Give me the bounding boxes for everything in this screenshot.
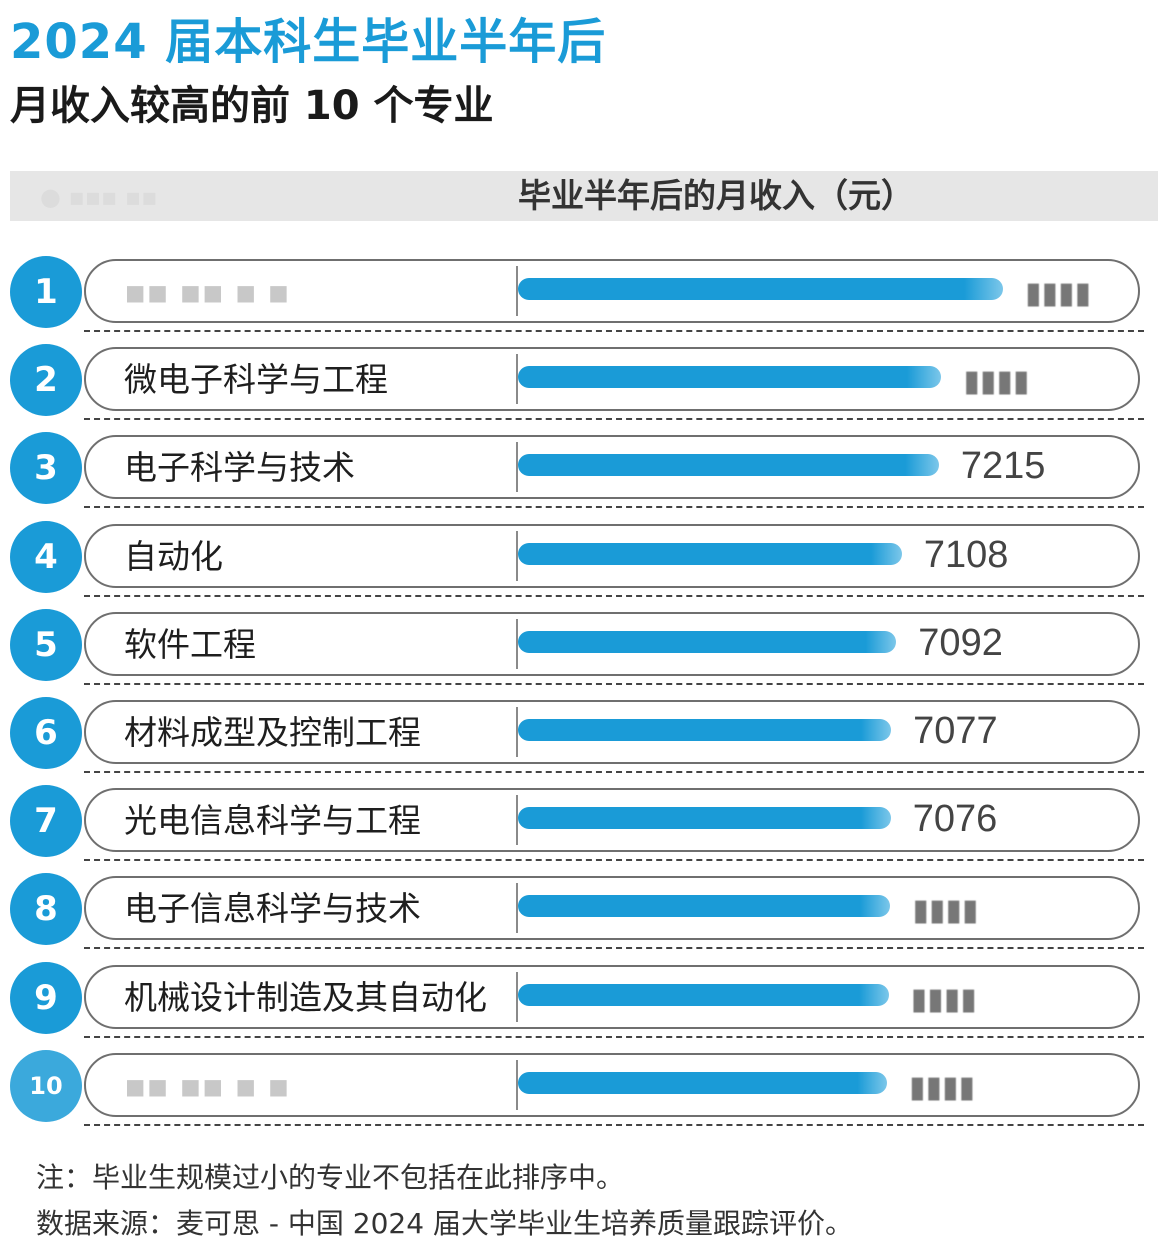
row-dashed-separator	[84, 418, 1144, 421]
bar-value-label: 7215	[960, 445, 1046, 488]
bar	[518, 454, 939, 477]
bar	[518, 542, 902, 565]
row-dashed-separator	[84, 947, 1144, 950]
bar-category-label: 微电子科学与工程	[124, 360, 388, 400]
bar-row-1: 1 ▪▪ ▪▪ ▪ ▪ ▮▮▮▮	[0, 252, 1170, 340]
bar-category-label: 自动化	[124, 536, 223, 576]
bar-row-7: 7 光电信息科学与工程 7076	[0, 781, 1170, 869]
bar	[518, 278, 1003, 300]
bar-axis-line	[516, 883, 518, 934]
row-dashed-separator	[84, 1123, 1144, 1126]
bar-row-3: 3 电子科学与技术 7215	[0, 428, 1170, 516]
row-dashed-separator	[84, 1035, 1144, 1038]
bar-row-6: 6 材料成型及控制工程 7077	[0, 693, 1170, 781]
bar-row-8: 8 电子信息科学与技术 ▮▮▮▮	[0, 869, 1170, 957]
rank-badge: 9	[10, 961, 82, 1034]
bar-category-label: 电子科学与技术	[124, 448, 355, 488]
bar-axis-line	[516, 707, 518, 757]
rank-badge: 5	[10, 608, 82, 681]
rank-badge: 4	[10, 520, 82, 593]
chart-subtitle: 月收入较高的前 10 个专业	[10, 83, 494, 129]
bar-value-label: 7076	[912, 798, 998, 841]
bar-axis-line	[516, 530, 518, 581]
chart-title: 2024 届本科生毕业半年后	[10, 14, 607, 70]
bar	[518, 983, 889, 1006]
footnote: 注：毕业生规模过小的专业不包括在此排序中。	[36, 1161, 625, 1194]
row-dashed-separator	[84, 682, 1144, 685]
rank-badge: 1	[10, 256, 82, 328]
bar	[518, 719, 892, 741]
rank-badge: 8	[10, 873, 82, 946]
column-header-bar: ● ▪▪▪ ▪▪ 毕业半年后的月收入（元）	[10, 171, 1158, 221]
bar-value-label: ▮▮▮▮	[1025, 277, 1092, 310]
row-dashed-separator	[84, 594, 1144, 597]
bar-axis-line	[516, 971, 518, 1022]
bar-value-label: 7092	[918, 621, 1003, 664]
bar-value-label: 7108	[923, 533, 1009, 576]
bar-axis-line	[516, 442, 518, 493]
bar-row-9: 9 机械设计制造及其自动化 ▮▮▮▮	[0, 958, 1170, 1046]
bar	[518, 630, 897, 653]
rank-badge: 3	[10, 432, 82, 505]
bar-category-label: 电子信息科学与技术	[124, 889, 421, 929]
bar-value-label: 7077	[913, 710, 998, 752]
bar	[518, 895, 891, 918]
rank-badge: 10	[10, 1049, 82, 1122]
bar-axis-line	[516, 354, 518, 405]
row-dashed-separator	[84, 859, 1144, 862]
bar-category-label: 材料成型及控制工程	[124, 713, 421, 752]
bar	[518, 1071, 887, 1094]
data-source: 数据来源：麦可思 - 中国 2024 届大学毕业生培养质量跟踪评价。	[36, 1207, 853, 1240]
bar-axis-line	[516, 1059, 518, 1110]
bar-category-label: 机械设计制造及其自动化	[124, 977, 487, 1017]
row-dashed-separator	[84, 330, 1144, 332]
bar-axis-line	[516, 618, 518, 669]
row-dashed-separator	[84, 771, 1144, 773]
faded-header-placeholder: ● ▪▪▪ ▪▪	[40, 183, 158, 211]
bar-row-2: 2 微电子科学与工程 ▮▮▮▮	[0, 340, 1170, 428]
bar-value-label: ▮▮▮▮	[912, 894, 979, 928]
row-dashed-separator	[84, 506, 1144, 509]
bar-row-5: 5 软件工程 7092	[0, 605, 1170, 693]
column-header: 毕业半年后的月收入（元）	[518, 176, 914, 215]
bar-axis-line	[516, 795, 518, 846]
bar	[518, 366, 942, 389]
bar-row-10: 10 ▪▪ ▪▪ ▪ ▪ ▮▮▮▮	[0, 1046, 1170, 1134]
bar-row-4: 4 自动化 7108	[0, 517, 1170, 605]
bar-category-label: ▪▪ ▪▪ ▪ ▪	[124, 272, 290, 311]
rank-badge: 7	[10, 785, 82, 858]
bar-category-label: ▪▪ ▪▪ ▪ ▪	[124, 1065, 290, 1105]
bar-category-label: 软件工程	[124, 624, 256, 664]
bar-value-label: ▮▮▮▮	[910, 982, 977, 1016]
rank-badge: 6	[10, 697, 82, 769]
bar-category-label: 光电信息科学与工程	[124, 801, 421, 841]
bar-value-label: ▮▮▮▮	[908, 1070, 975, 1104]
bar-value-label: ▮▮▮▮	[963, 365, 1030, 399]
rank-badge: 2	[10, 344, 82, 417]
bar-axis-line	[516, 266, 518, 316]
bar	[518, 807, 891, 830]
